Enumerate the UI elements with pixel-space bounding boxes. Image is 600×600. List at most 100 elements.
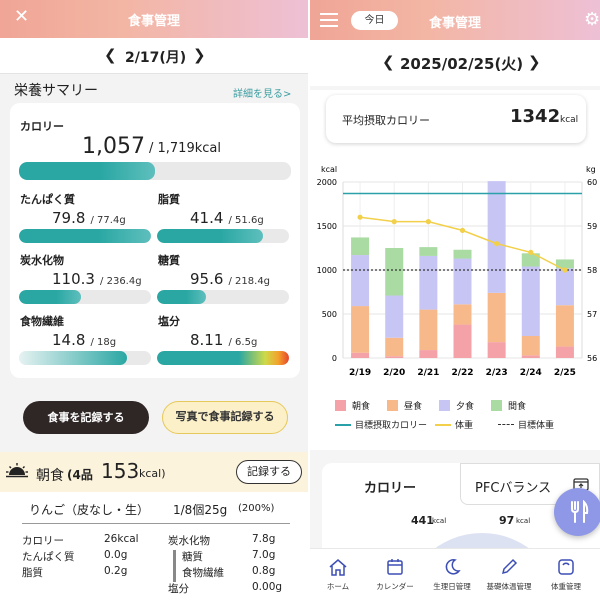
- left-date: 2/17(月): [125, 50, 187, 66]
- bar-昼食: [419, 309, 438, 351]
- pencil-icon: [483, 558, 535, 576]
- protein-label: たんぱく質: [20, 193, 75, 206]
- food-divider: [22, 523, 290, 524]
- sugar-value-row: 95.6 / 218.4g: [190, 269, 270, 288]
- food-item[interactable]: りんご（皮なし・生） 1/8個25g (200%) カロリー 26kcal たんぱ…: [0, 492, 308, 600]
- nav-item-calendar[interactable]: カレンダー: [369, 558, 421, 592]
- pie-left-unit: kcal: [432, 517, 447, 525]
- record-meal-button[interactable]: 食事を記録する: [23, 401, 149, 434]
- legend-line-swatch: [498, 424, 514, 425]
- meal-calorie-unit: kcal): [139, 467, 166, 480]
- carbohydrate-label: 炭水化物: [20, 254, 64, 267]
- food-nutrient-value: 0.8g: [252, 565, 276, 577]
- fab-meal-button[interactable]: [554, 488, 600, 536]
- today-button[interactable]: 今日: [351, 11, 398, 30]
- bar-夕食: [487, 181, 506, 293]
- y-tick-label-left: 500: [322, 310, 337, 319]
- menu-icon[interactable]: [320, 12, 338, 31]
- bar-朝食: [385, 356, 404, 358]
- next-day-icon[interactable]: ❯: [193, 46, 206, 64]
- bar-夕食: [419, 255, 438, 310]
- legend-line-label: 目標摂取カロリー: [355, 421, 428, 431]
- y-tick-label-right: 56: [587, 354, 597, 363]
- bar-夕食: [555, 268, 574, 306]
- protein-target: / 77.4g: [90, 215, 126, 226]
- x-tick-label: 2/19: [349, 368, 371, 378]
- home-icon: [312, 558, 364, 576]
- weight-point: [562, 267, 568, 273]
- legend-line-label: 体重: [455, 421, 474, 431]
- meal-count: (4品: [67, 468, 93, 482]
- photo-record-button[interactable]: 写真で食事記録する: [162, 401, 288, 434]
- sugar-value: 95.6: [190, 270, 224, 288]
- food-nutrient-label: 食物繊維: [182, 567, 224, 579]
- fat-value-row: 41.4 / 51.6g: [190, 208, 264, 227]
- y-axis-right-label: kg: [586, 165, 596, 174]
- right-date-bar: ❮ 2025/02/25(火) ❯: [310, 40, 600, 86]
- protein-progress-fill: [19, 229, 151, 243]
- right-date: 2025/02/25(火): [400, 55, 524, 73]
- nav-item-scale[interactable]: 体重管理: [540, 558, 592, 592]
- nav-item-label: 生理日管理: [433, 582, 471, 591]
- bar-間食: [419, 247, 438, 256]
- bar-夕食: [453, 258, 472, 305]
- weight-point: [425, 219, 431, 225]
- food-nutrient-value: 0.00g: [252, 581, 283, 593]
- fat-progress-fill: [157, 229, 263, 243]
- nav-item-home[interactable]: ホーム: [312, 558, 364, 592]
- tab-calorie[interactable]: カロリー: [322, 463, 458, 505]
- bar-朝食: [521, 355, 540, 358]
- prev-date-icon[interactable]: ❮: [382, 53, 395, 71]
- pie-right-value: 97: [499, 514, 515, 527]
- legend-swatch: [439, 400, 450, 411]
- breakfast-header: 朝食 (4品 153 kcal) 記録する: [0, 452, 308, 492]
- legend-swatch: [335, 400, 346, 411]
- y-tick-label-left: 2000: [317, 178, 337, 187]
- food-nutrient-label: 塩分: [168, 583, 189, 595]
- detail-link[interactable]: 詳細を見る>: [233, 89, 292, 100]
- bar-夕食: [521, 266, 540, 336]
- nav-item-label: ホーム: [326, 582, 350, 591]
- carbohydrate-value-row: 110.3 / 236.4g: [52, 269, 142, 288]
- nav-item-label: カレンダー: [376, 582, 414, 591]
- weight-point: [459, 227, 466, 233]
- fork-knife-icon: [567, 499, 589, 528]
- bar-朝食: [453, 324, 472, 358]
- food-percent: (200%): [238, 503, 275, 514]
- nutrition-summary-card: カロリー 1,057 / 1,719kcal たんぱく質 79.8 / 77.4…: [10, 103, 300, 378]
- nav-item-moon[interactable]: 生理日管理: [426, 558, 478, 592]
- food-nutrient-label: カロリー: [22, 535, 64, 547]
- bar-間食: [351, 237, 370, 256]
- weight-point: [391, 219, 397, 225]
- food-name: りんご（皮なし・生）: [29, 503, 150, 517]
- legend-line-label: 目標体重: [518, 421, 555, 431]
- bar-昼食: [453, 304, 472, 325]
- x-tick-label: 2/21: [417, 368, 439, 378]
- meal-record-button[interactable]: 記録する: [236, 460, 302, 484]
- left-header-title: 食事管理: [127, 14, 180, 29]
- bar-朝食: [555, 346, 574, 358]
- prev-day-icon[interactable]: ❮: [104, 46, 117, 64]
- right-header: 今日 食事管理 ⚙: [310, 0, 600, 40]
- calorie-weight-chart: kcal kg 0 500 1000 1500 2000 56 57 58 59 60 2/19 2/20…: [317, 165, 598, 378]
- bar-間食: [521, 253, 540, 267]
- weight-point: [494, 241, 500, 247]
- carbohydrate-value: 110.3: [52, 270, 95, 288]
- food-sub-bar: [173, 550, 176, 582]
- gear-icon[interactable]: ⚙: [584, 9, 600, 30]
- food-nutrient-label: 脂質: [22, 567, 43, 579]
- bar-朝食: [487, 342, 506, 358]
- legend-swatch: [491, 400, 502, 411]
- left-header: ✕ 食事管理: [0, 0, 308, 38]
- carbohydrate-progress-bar: [19, 290, 151, 304]
- nav-item-pencil[interactable]: 基礎体温管理: [483, 558, 535, 592]
- bar-夕食: [351, 255, 370, 307]
- nav-item-label: 基礎体温管理: [486, 582, 532, 591]
- next-date-icon[interactable]: ❯: [528, 53, 541, 71]
- food-nutrient-label: 糖質: [182, 551, 203, 563]
- y-tick-label-left: 0: [332, 354, 337, 363]
- fiber-value-row: 14.8 / 18g: [52, 330, 116, 349]
- calorie-label: カロリー: [20, 120, 64, 133]
- y-tick-label-left: 1500: [317, 222, 337, 231]
- close-icon[interactable]: ✕: [14, 6, 30, 27]
